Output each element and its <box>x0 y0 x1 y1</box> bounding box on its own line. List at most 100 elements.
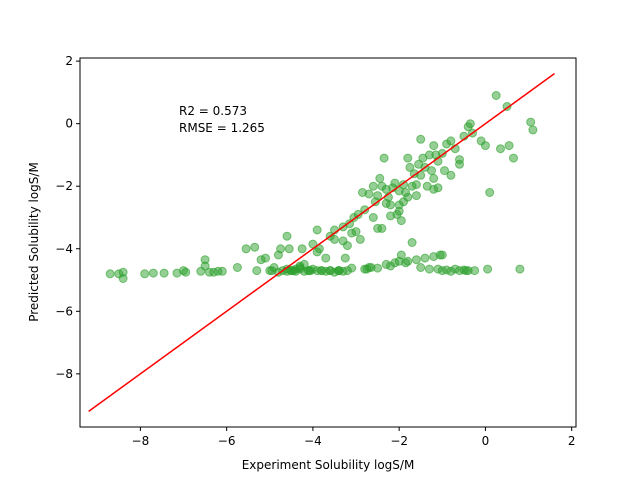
x-tick-label: −6 <box>218 434 236 448</box>
data-point <box>338 236 348 246</box>
y-tick-label: −6 <box>55 304 73 318</box>
data-point <box>480 141 490 151</box>
data-point <box>509 153 518 163</box>
x-axis-label: Experiment Solubility logS/M <box>242 458 415 472</box>
annotation-rmse: RMSE = 1.265 <box>179 121 265 135</box>
data-point <box>411 180 421 190</box>
data-point <box>386 211 395 221</box>
data-point <box>340 253 350 263</box>
y-tick-label: 2 <box>65 54 73 68</box>
data-point <box>312 247 322 257</box>
y-tick-label: −4 <box>55 242 73 256</box>
data-point <box>416 263 426 272</box>
axes-frame <box>79 57 577 428</box>
data-point <box>345 219 355 229</box>
data-point <box>105 269 115 279</box>
data-point <box>317 266 326 276</box>
data-point <box>355 234 365 244</box>
data-point <box>455 155 464 165</box>
y-axis-label: Predicted Solubility logS/M <box>27 162 41 322</box>
data-point <box>396 216 406 226</box>
data-point <box>485 188 495 197</box>
data-point <box>252 266 262 276</box>
data-point <box>437 148 447 158</box>
data-point <box>330 234 339 244</box>
data-point <box>420 253 430 263</box>
data-point <box>433 183 443 193</box>
data-point <box>273 267 283 277</box>
data-point <box>334 266 344 276</box>
data-point <box>396 250 406 260</box>
data-point <box>200 261 210 271</box>
data-point <box>502 102 512 111</box>
data-point <box>217 266 227 276</box>
data-point <box>181 267 191 277</box>
data-point <box>284 244 294 254</box>
data-point <box>446 170 456 180</box>
data-point <box>140 269 150 279</box>
data-point <box>381 198 391 208</box>
x-tick-label: −2 <box>390 434 408 448</box>
data-point <box>148 268 158 278</box>
data-point <box>470 266 480 276</box>
data-point <box>342 266 352 276</box>
data-point <box>366 263 376 272</box>
data-point <box>351 227 361 237</box>
data-point <box>261 253 270 263</box>
data-point <box>429 173 439 183</box>
data-point <box>321 253 331 263</box>
data-point <box>232 263 242 272</box>
data-point <box>403 192 413 202</box>
data-point <box>282 231 292 241</box>
data-point <box>416 134 426 144</box>
data-point <box>386 261 395 271</box>
data-point <box>364 189 374 199</box>
y-tick-label: −2 <box>55 179 73 193</box>
data-point <box>282 264 292 274</box>
data-point <box>312 225 322 235</box>
data-point <box>325 266 335 276</box>
x-axis-ticks: −8 −6 −4 −2 0 2 <box>132 427 576 448</box>
data-point <box>295 264 305 274</box>
data-point <box>373 223 383 233</box>
data-point <box>368 213 378 222</box>
data-point <box>504 141 514 151</box>
data-point <box>465 119 475 129</box>
x-tick-label: −8 <box>132 434 150 448</box>
data-point <box>496 144 505 154</box>
data-point <box>403 153 413 163</box>
data-point <box>401 258 411 268</box>
data-point <box>411 191 421 201</box>
annotation-r2: R2 = 0.573 <box>179 104 247 118</box>
data-point <box>429 141 439 151</box>
data-point <box>394 200 404 210</box>
y-tick-label: −8 <box>55 367 73 381</box>
y-axis-ticks: −8 −6 −4 −2 0 2 <box>55 54 80 381</box>
x-tick-label: −4 <box>304 434 322 448</box>
y-tick-label: 0 <box>65 117 73 131</box>
data-point <box>373 191 383 201</box>
data-point <box>405 162 415 172</box>
data-point <box>390 178 400 188</box>
x-tick-label: 0 <box>482 434 490 448</box>
data-point <box>118 267 128 277</box>
data-point <box>368 181 378 191</box>
data-point <box>424 264 434 274</box>
data-point <box>241 244 251 254</box>
data-point <box>515 264 525 274</box>
data-point <box>276 244 286 254</box>
data-point <box>360 205 370 215</box>
data-point <box>304 266 314 276</box>
data-point <box>411 255 421 265</box>
data-point <box>375 173 385 183</box>
data-point <box>528 125 538 135</box>
data-point <box>491 91 501 100</box>
data-point <box>483 264 493 274</box>
fit-line <box>88 73 555 412</box>
data-point <box>461 266 471 276</box>
data-point <box>446 136 456 146</box>
data-point <box>427 166 436 176</box>
x-tick-label: 2 <box>568 434 576 448</box>
